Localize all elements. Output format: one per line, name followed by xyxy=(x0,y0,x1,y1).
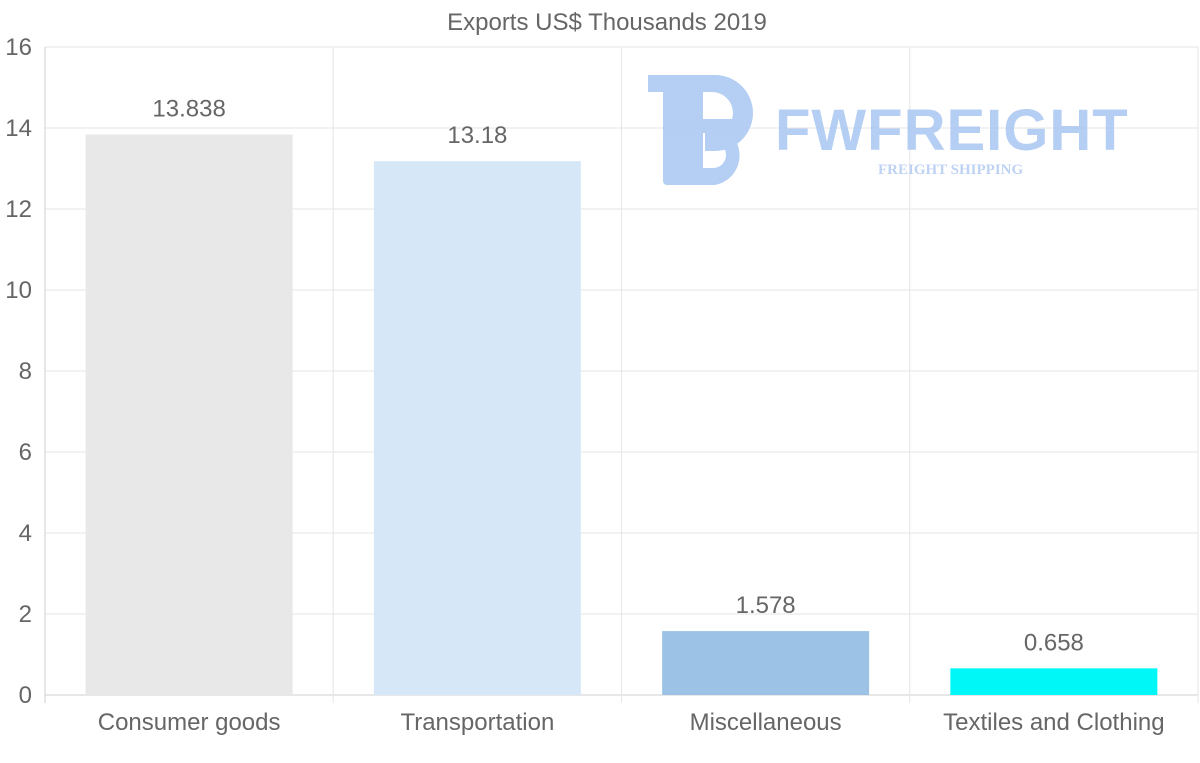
data-label: 0.658 xyxy=(1024,629,1084,656)
data-label: 1.578 xyxy=(736,592,796,619)
data-label: 13.838 xyxy=(152,96,225,123)
y-tick-label: 6 xyxy=(19,439,32,466)
y-tick-label: 0 xyxy=(19,682,32,709)
y-tick-label: 12 xyxy=(5,196,32,223)
x-tick-label: Consumer goods xyxy=(98,709,281,736)
y-tick-label: 10 xyxy=(5,277,32,304)
y-tick-label: 8 xyxy=(19,358,32,385)
y-axis-ticks: 0 2 4 6 8 10 12 14 16 xyxy=(5,34,32,709)
data-labels: 13.838 13.18 1.578 0.658 xyxy=(152,96,1083,657)
fwfreight-logo-icon xyxy=(648,75,753,185)
data-label: 13.18 xyxy=(447,122,507,149)
watermark-tagline: FREIGHT SHIPPING xyxy=(878,162,1023,178)
bar-transportation xyxy=(373,161,581,695)
y-tick-label: 16 xyxy=(5,34,32,61)
fwfreight-watermark: FWFREIGHT FREIGHT SHIPPING xyxy=(648,75,1129,185)
x-tick-label: Transportation xyxy=(400,709,554,736)
x-axis-ticks: Consumer goods Transportation Miscellaneou… xyxy=(98,709,1165,736)
bar-textiles-and-clothing xyxy=(950,668,1158,695)
watermark-brand: FWFREIGHT xyxy=(775,98,1129,163)
x-tick-label: Miscellaneous xyxy=(690,709,842,736)
bar-consumer-goods xyxy=(85,134,293,695)
y-tick-label: 4 xyxy=(19,520,32,547)
bars xyxy=(85,134,1158,695)
bar-miscellaneous xyxy=(662,631,870,695)
y-tick-label: 14 xyxy=(5,115,32,142)
x-tick-label: Textiles and Clothing xyxy=(943,709,1164,736)
chart-title: Exports US$ Thousands 2019 xyxy=(447,9,767,36)
y-tick-label: 2 xyxy=(19,601,32,628)
